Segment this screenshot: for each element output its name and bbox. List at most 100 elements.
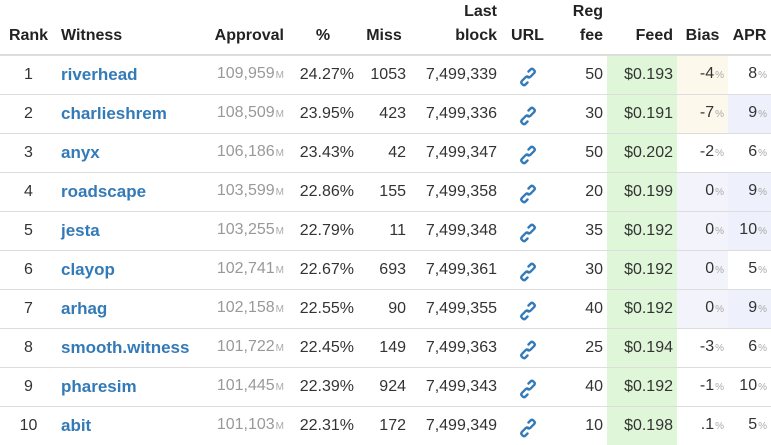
bias-unit: % — [715, 304, 724, 315]
header-feed[interactable]: Feed — [607, 0, 677, 55]
witness-link[interactable]: jesta — [61, 221, 100, 240]
witness-link[interactable]: smooth.witness — [61, 338, 189, 357]
rank-cell: 3 — [0, 134, 57, 173]
bias-unit: % — [715, 70, 724, 81]
apr-value: 10 — [739, 377, 757, 394]
header-rank[interactable]: Rank — [0, 0, 57, 55]
miss-cell: 1053 — [358, 55, 410, 95]
percent-cell: 23.95% — [288, 95, 358, 134]
witness-link[interactable]: charlieshrem — [61, 104, 167, 123]
witness-cell: smooth.witness — [57, 329, 199, 368]
bias-value: 0 — [705, 182, 714, 199]
witness-cell: arhag — [57, 290, 199, 329]
apr-value: 8 — [748, 65, 757, 82]
bias-value: 0 — [705, 299, 714, 316]
approval-unit: M — [276, 70, 284, 81]
approval-cell: 101,445M — [199, 368, 288, 407]
apr-value: 9 — [748, 104, 757, 121]
apr-unit: % — [758, 343, 767, 354]
witness-link[interactable]: riverhead — [61, 65, 138, 84]
link-icon[interactable] — [519, 104, 537, 124]
header-last-block-line1: Last — [464, 3, 497, 20]
reg-fee-cell: 40 — [554, 368, 607, 407]
bias-cell: 0% — [677, 173, 728, 212]
link-icon[interactable] — [519, 338, 537, 358]
bias-unit: % — [715, 343, 724, 354]
feed-cell: $0.199 — [607, 173, 677, 212]
bias-value: 0 — [705, 221, 714, 238]
header-bias[interactable]: Bias — [677, 0, 728, 55]
last-block-cell: 7,499,349 — [410, 407, 501, 445]
approval-cell: 103,255M — [199, 212, 288, 251]
witness-link[interactable]: clayop — [61, 260, 115, 279]
apr-value: 10 — [739, 221, 757, 238]
header-witness[interactable]: Witness — [57, 0, 199, 55]
miss-cell: 149 — [358, 329, 410, 368]
link-icon[interactable] — [519, 416, 537, 436]
approval-value: 102,158 — [217, 299, 275, 316]
header-apr[interactable]: APR — [728, 0, 771, 55]
approval-cell: 103,599M — [199, 173, 288, 212]
approval-cell: 101,103M — [199, 407, 288, 445]
reg-fee-cell: 40 — [554, 290, 607, 329]
header-reg-fee-line1: Reg — [573, 3, 603, 20]
percent-cell: 22.67% — [288, 251, 358, 290]
header-approval[interactable]: Approval — [199, 0, 288, 55]
apr-unit: % — [758, 187, 767, 198]
table-row-5: 5 jesta 103,255M 22.79% 11 7,499,348 35 … — [0, 212, 771, 251]
witness-link[interactable]: pharesim — [61, 377, 137, 396]
miss-cell: 423 — [358, 95, 410, 134]
url-cell — [501, 251, 554, 290]
reg-fee-cell: 30 — [554, 251, 607, 290]
apr-cell: 9% — [728, 173, 771, 212]
link-icon[interactable] — [519, 260, 537, 280]
url-cell — [501, 368, 554, 407]
witness-link[interactable]: abit — [61, 416, 91, 435]
percent-cell: 22.45% — [288, 329, 358, 368]
header-miss[interactable]: Miss — [358, 0, 410, 55]
apr-cell: 10% — [728, 212, 771, 251]
last-block-cell: 7,499,355 — [410, 290, 501, 329]
link-icon[interactable] — [519, 221, 537, 241]
percent-cell: 24.27% — [288, 55, 358, 95]
apr-unit: % — [758, 421, 767, 432]
table-row-10: 10 abit 101,103M 22.31% 172 7,499,349 10… — [0, 407, 771, 445]
link-icon[interactable] — [519, 182, 537, 202]
link-icon[interactable] — [519, 65, 537, 85]
feed-cell: $0.194 — [607, 329, 677, 368]
apr-cell: 10% — [728, 368, 771, 407]
approval-cell: 108,509M — [199, 95, 288, 134]
rank-cell: 8 — [0, 329, 57, 368]
witness-link[interactable]: roadscape — [61, 182, 146, 201]
approval-cell: 106,186M — [199, 134, 288, 173]
apr-unit: % — [758, 148, 767, 159]
bias-value: -1 — [700, 377, 714, 394]
reg-fee-cell: 25 — [554, 329, 607, 368]
miss-cell: 172 — [358, 407, 410, 445]
link-icon[interactable] — [519, 143, 537, 163]
approval-value: 103,599 — [217, 182, 275, 199]
last-block-cell: 7,499,361 — [410, 251, 501, 290]
witness-link[interactable]: arhag — [61, 299, 107, 318]
apr-cell: 6% — [728, 134, 771, 173]
header-url[interactable]: URL — [501, 0, 554, 55]
bias-value: -2 — [700, 143, 714, 160]
apr-cell: 5% — [728, 251, 771, 290]
table-row-8: 8 smooth.witness 101,722M 22.45% 149 7,4… — [0, 329, 771, 368]
witness-cell: pharesim — [57, 368, 199, 407]
apr-value: 9 — [748, 182, 757, 199]
witness-link[interactable]: anyx — [61, 143, 100, 162]
apr-unit: % — [758, 382, 767, 393]
bias-value: -7 — [700, 104, 714, 121]
header-percent[interactable]: % — [288, 0, 358, 55]
apr-value: 5 — [748, 260, 757, 277]
table-row-7: 7 arhag 102,158M 22.55% 90 7,499,355 40 … — [0, 290, 771, 329]
link-icon[interactable] — [519, 377, 537, 397]
table-row-6: 6 clayop 102,741M 22.67% 693 7,499,361 3… — [0, 251, 771, 290]
link-icon[interactable] — [519, 299, 537, 319]
percent-cell: 22.39% — [288, 368, 358, 407]
feed-cell: $0.192 — [607, 251, 677, 290]
